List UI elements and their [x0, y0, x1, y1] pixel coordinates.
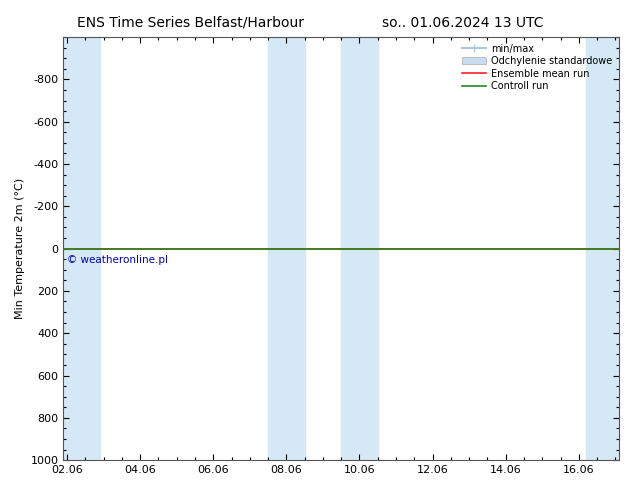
- Text: ENS Time Series Belfast/Harbour: ENS Time Series Belfast/Harbour: [77, 16, 304, 30]
- Legend: min/max, Odchylenie standardowe, Ensemble mean run, Controll run: min/max, Odchylenie standardowe, Ensembl…: [460, 42, 614, 93]
- Text: so.. 01.06.2024 13 UTC: so.. 01.06.2024 13 UTC: [382, 16, 543, 30]
- Bar: [63, 37, 100, 460]
- Text: © weatheronline.pl: © weatheronline.pl: [67, 255, 168, 265]
- Bar: [268, 37, 305, 460]
- Bar: [586, 37, 619, 460]
- Y-axis label: Min Temperature 2m (°C): Min Temperature 2m (°C): [15, 178, 25, 319]
- Bar: [341, 37, 378, 460]
